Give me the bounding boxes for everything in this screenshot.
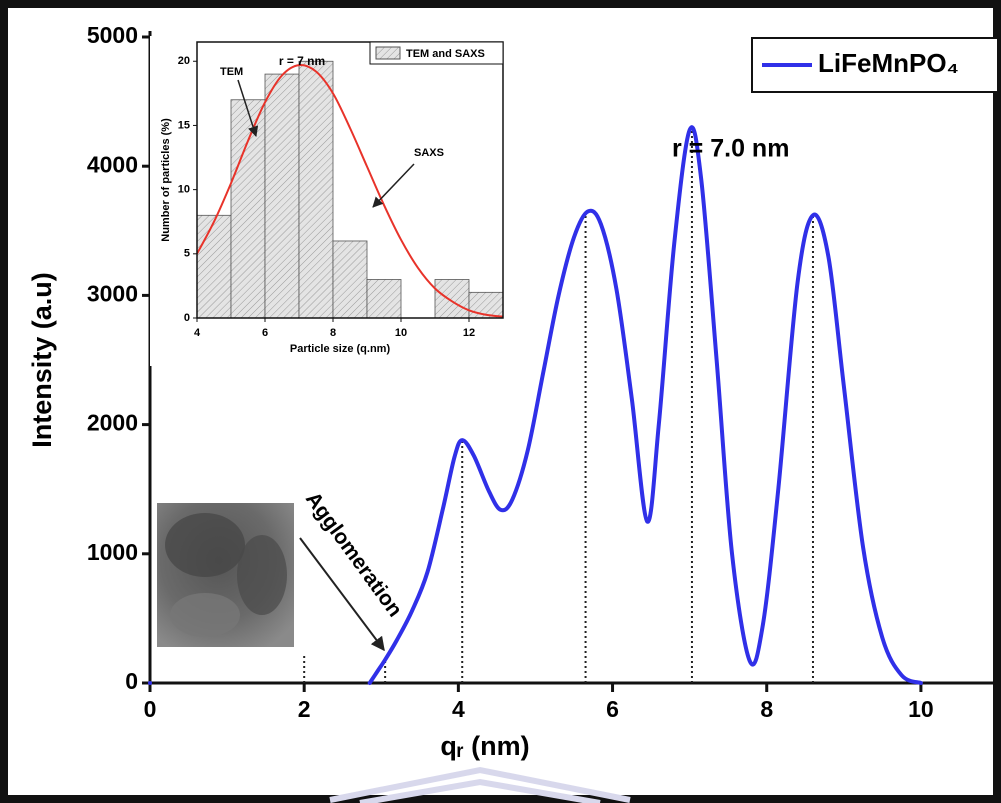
x-axis-label: Particle size (q.nm) (290, 343, 391, 355)
y-tick-label: 2000 (87, 410, 138, 436)
legend-swatch (375, 46, 401, 60)
inset-frame (196, 41, 504, 319)
y-tick-label: 10 (178, 184, 190, 196)
legend-label: LiFeMnPO₄ (818, 48, 959, 78)
y-tick-label: 1000 (87, 539, 138, 565)
annotation-arrow (372, 163, 415, 208)
annotation: TEM (220, 66, 243, 78)
fit-curve (196, 64, 504, 318)
y-tick-label: 5000 (87, 22, 138, 48)
x-tick-label: 4 (452, 696, 465, 722)
histogram-bar (264, 73, 300, 319)
histogram-bar (196, 214, 232, 319)
annotation: SAXS (414, 147, 444, 159)
inset-plot: 0 5 10 15 20 4 6 8 10 12 Number of particles (%) Pa… (150, 36, 512, 366)
x-tick-label: 4 (194, 327, 201, 339)
y-tick-label: 0 (184, 312, 190, 324)
data-line (148, 125, 923, 685)
y-axis-label: Number of particles (%) (160, 118, 172, 242)
legend-label: TEM and SAXS (406, 48, 485, 60)
y-tick-label: 20 (178, 55, 190, 67)
x-tick-label: 6 (606, 696, 619, 722)
histogram-bar (332, 240, 368, 319)
x-tick-label: 8 (330, 327, 336, 339)
y-tick-label: 3000 (87, 280, 138, 306)
annotation-arrow (237, 79, 259, 137)
histogram-bar (434, 279, 470, 319)
x-tick-label: 8 (760, 696, 773, 722)
agglomeration-arrow (299, 537, 385, 652)
x-tick-label: 10 (395, 327, 407, 339)
x-tick-label: 0 (144, 696, 157, 722)
y-axis-label: Intensity (a.u) (27, 272, 57, 448)
x-axis-label: qᵣ (nm) (440, 731, 529, 761)
x-tick-label: 6 (262, 327, 268, 339)
annotation: r = 7 nm (279, 54, 325, 68)
y-tick-label: 15 (178, 119, 190, 131)
y-tick-label: 4000 (87, 151, 138, 177)
annotation: r = 7.0 nm (672, 135, 789, 163)
x-tick-label: 12 (463, 327, 475, 339)
histogram-bar (298, 60, 334, 319)
x-tick-label: 10 (908, 696, 934, 722)
watermark (329, 766, 631, 803)
histogram-bar (468, 291, 504, 319)
y-tick-label: 5 (184, 248, 190, 260)
y-tick-label: 0 (125, 668, 138, 694)
x-tick-label: 2 (298, 696, 311, 722)
tem-image (157, 503, 294, 647)
histogram-bar (230, 99, 266, 319)
histogram-bar (366, 279, 402, 319)
legend-box (369, 41, 504, 65)
